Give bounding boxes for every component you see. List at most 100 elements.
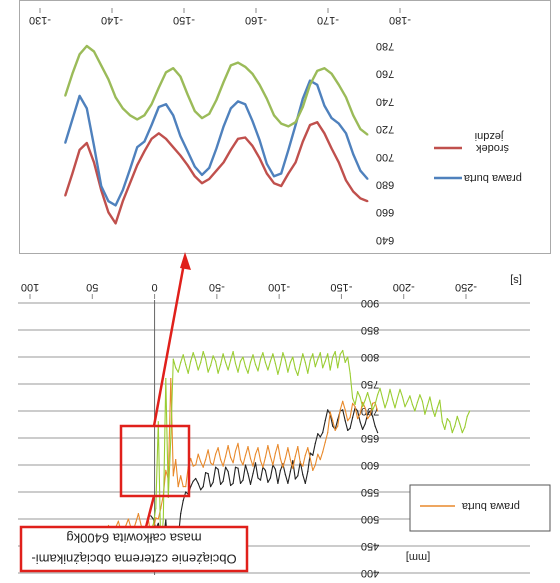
bottom-series-point: [389, 388, 391, 390]
top-series-point: [352, 190, 355, 193]
bottom-series-point: [317, 433, 319, 435]
bottom-x-tick-label: -250: [455, 281, 477, 293]
bottom-series-point: [220, 483, 222, 485]
top-series-point: [301, 97, 304, 100]
bottom-y-tick-label: 650: [361, 432, 379, 444]
bottom-y-tick-label: 900: [361, 297, 379, 309]
bottom-y-tick-label: 600: [361, 459, 379, 471]
bottom-series-point: [205, 472, 207, 474]
bottom-series-point: [289, 470, 291, 473]
bottom-y-tick-label: 450: [361, 540, 379, 552]
top-series-point: [193, 175, 196, 178]
top-series-point: [64, 142, 67, 144]
bottom-series-point: [414, 410, 416, 412]
bottom-series-point: [155, 517, 157, 519]
bottom-series-point: [225, 455, 227, 457]
top-series-point: [337, 122, 340, 125]
bottom-series-point: [244, 464, 247, 466]
bottom-x-tick-label: -200: [393, 281, 415, 293]
bottom-series-point: [210, 462, 212, 464]
bottom-series-point: [210, 486, 212, 488]
bottom-series-point: [312, 353, 314, 355]
bottom-x-tick-label: 50: [86, 281, 98, 293]
bottom-series-point: [339, 409, 341, 411]
top-series-point: [78, 149, 81, 151]
bottom-series-point: [187, 372, 189, 374]
top-series-point: [165, 71, 167, 74]
bottom-series-point: [304, 454, 306, 456]
bottom-series-point: [232, 482, 234, 484]
top-series-point: [222, 161, 225, 164]
top-series-point: [150, 124, 153, 126]
bottom-series-point: [274, 452, 276, 454]
bottom-series-point: [334, 351, 336, 353]
bottom-series-point: [359, 421, 361, 423]
bottom-series-point: [182, 486, 184, 488]
bottom-series-point: [282, 466, 284, 468]
top-series-point: [309, 124, 311, 126]
bottom-series-point: [244, 454, 247, 456]
top-series-point: [114, 222, 117, 225]
bottom-x-axis-label: [s]: [510, 274, 522, 286]
bottom-series-point: [317, 453, 319, 455]
top-series-point: [85, 142, 88, 144]
bottom-series-point: [377, 432, 379, 434]
top-series-point: [352, 153, 355, 156]
bottom-series-point: [165, 469, 167, 471]
top-series-point: [251, 144, 254, 147]
top-x-tick-label: -170: [317, 14, 339, 26]
top-series-point: [129, 168, 131, 171]
bottom-series-point: [429, 396, 431, 398]
bottom-series-point: [416, 401, 418, 403]
bottom-series-point: [324, 420, 326, 422]
bottom-series-point: [319, 352, 321, 354]
top-series-point: [265, 162, 268, 165]
top-series-point: [345, 179, 347, 182]
top-series-point: [186, 150, 189, 153]
bottom-series-point: [362, 428, 364, 430]
bottom-series-point: [170, 378, 172, 380]
bottom-series-point: [165, 519, 167, 521]
bottom-series-point: [257, 477, 259, 479]
bottom-series-point: [239, 482, 242, 484]
top-series-point: [337, 83, 340, 86]
top-series-point: [244, 65, 247, 68]
top-series-point: [273, 175, 275, 178]
bottom-series-point: [312, 454, 314, 456]
bottom-series-point: [434, 415, 436, 417]
bottom-series-point: [419, 394, 421, 396]
bottom-series-point: [322, 367, 324, 369]
bottom-series-point: [180, 475, 182, 477]
bottom-series-point: [456, 415, 458, 417]
bottom-series-point: [152, 523, 154, 526]
top-y-tick-label: 780: [376, 40, 394, 52]
bottom-series-point: [319, 459, 321, 461]
bottom-series-point: [307, 470, 309, 473]
bottom-series-point: [227, 445, 229, 447]
top-series-point: [71, 172, 74, 175]
bottom-series-point: [459, 423, 461, 425]
top-series-point: [280, 122, 283, 125]
top-series-point: [179, 75, 182, 78]
top-series-point: [366, 178, 369, 180]
bottom-series-point: [254, 364, 257, 366]
bottom-series-point: [180, 361, 182, 363]
top-series-line-2: [64, 44, 369, 136]
top-series-point: [359, 169, 362, 172]
bottom-series-point: [207, 449, 209, 451]
bottom-series-point: [424, 413, 426, 415]
bottom-series-point: [292, 356, 294, 358]
bottom-series-point: [117, 520, 119, 522]
bottom-series-point: [177, 371, 179, 373]
bottom-series-point: [352, 416, 354, 419]
bottom-series-point: [399, 388, 401, 390]
top-series-point: [359, 128, 362, 131]
top-y-tick-label: 640: [376, 234, 394, 246]
top-series-point: [150, 103, 153, 106]
callout-arrow-head: [180, 252, 191, 270]
bottom-series-point: [401, 396, 404, 398]
top-series-point: [301, 106, 304, 108]
bottom-series-point: [334, 429, 336, 431]
bottom-series-point: [364, 407, 366, 409]
